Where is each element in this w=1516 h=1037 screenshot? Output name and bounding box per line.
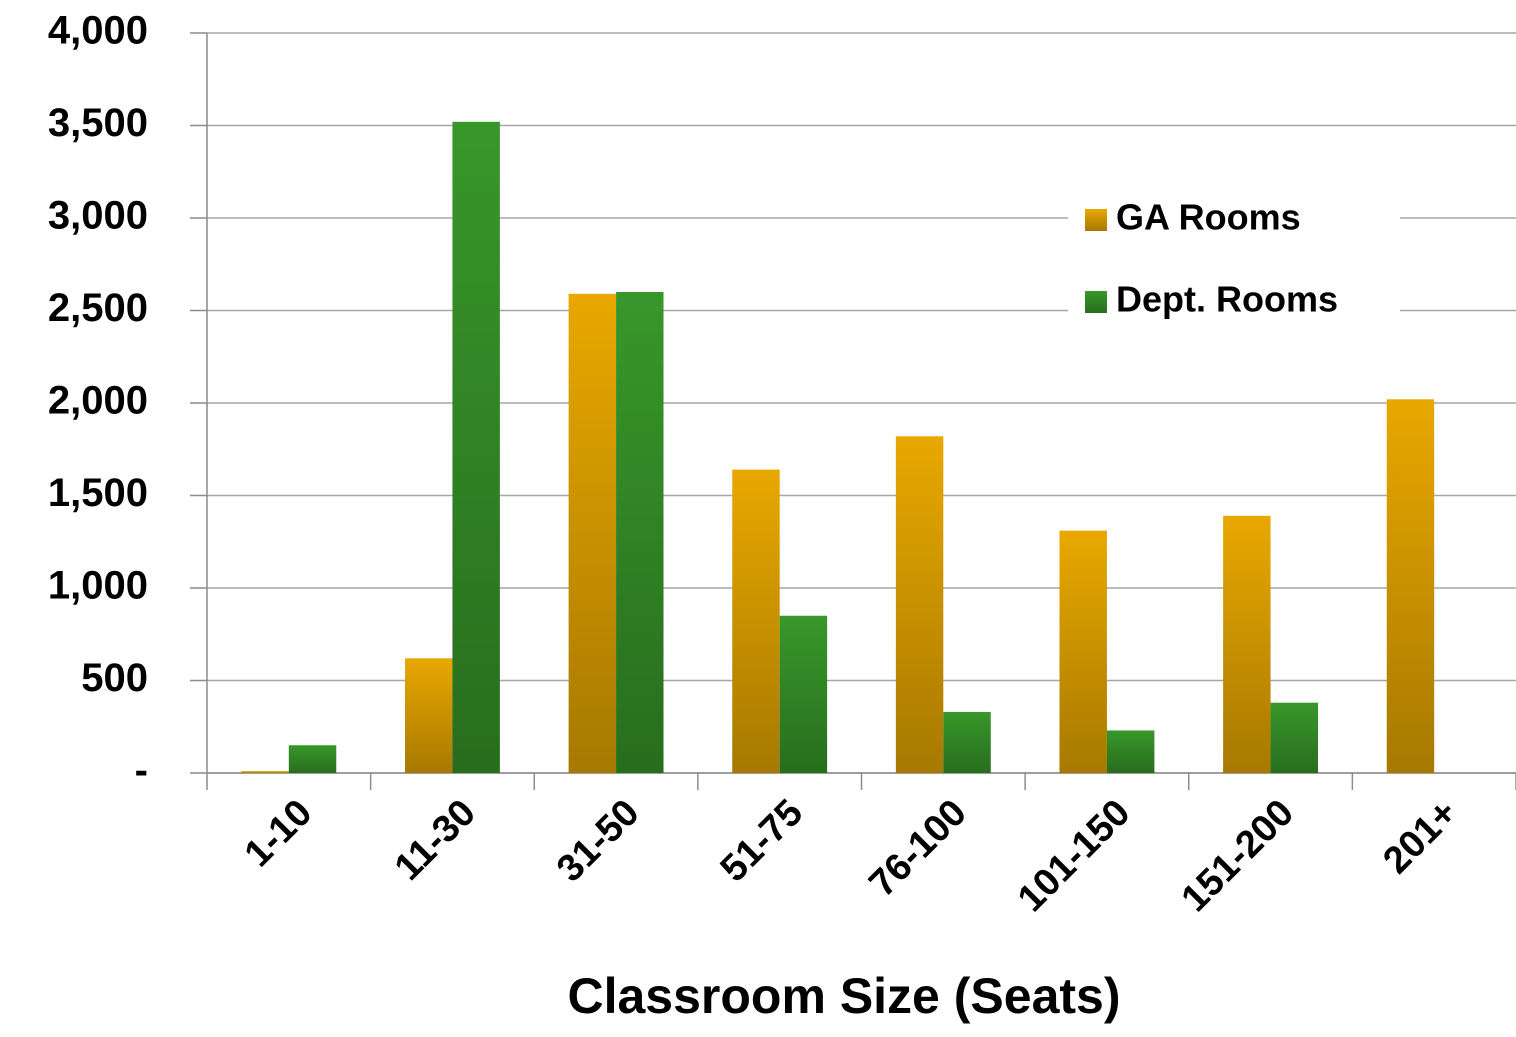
y-tick-label: 2,000	[48, 379, 148, 423]
y-tick-label: 500	[81, 656, 148, 700]
y-tick-label: 2,500	[48, 286, 148, 330]
y-tick-label: 3,500	[48, 101, 148, 145]
legend-swatch	[1085, 209, 1107, 231]
bar	[732, 469, 780, 773]
x-tick-label: 201+	[1375, 792, 1465, 882]
y-tick-label: -	[135, 749, 148, 793]
bar	[568, 293, 617, 773]
y-tick-label: 1,000	[48, 564, 148, 608]
x-tick-label: 31-50	[549, 792, 647, 890]
y-tick-label: 1,500	[48, 471, 148, 515]
y-tick-label: 4,000	[48, 9, 148, 53]
bar	[1223, 515, 1271, 773]
y-tick-label: 3,000	[48, 194, 148, 238]
bar	[895, 436, 944, 773]
bar	[1059, 530, 1107, 773]
legend-box	[1068, 188, 1400, 333]
bar	[452, 121, 500, 774]
x-axis-label: Classroom Size (Seats)	[568, 968, 1121, 1024]
x-tick-label: 51-75	[713, 792, 811, 890]
bar	[779, 615, 828, 773]
bar	[1386, 399, 1435, 773]
bar	[1270, 702, 1319, 773]
bar	[288, 745, 337, 773]
legend-swatch	[1085, 291, 1107, 313]
bar	[943, 711, 991, 773]
bar	[404, 658, 453, 773]
x-tick-label: 1-10	[237, 792, 320, 875]
x-tick-label: 76-100	[861, 792, 974, 905]
x-tick-label: 11-30	[387, 792, 484, 889]
bar	[1106, 730, 1155, 773]
x-tick-label: 101-150	[1010, 792, 1138, 920]
legend-label: Dept. Rooms	[1116, 279, 1338, 320]
bar	[616, 292, 664, 773]
legend-label: GA Rooms	[1116, 197, 1301, 238]
bar	[241, 771, 289, 773]
x-tick-label: 151-200	[1174, 792, 1302, 920]
